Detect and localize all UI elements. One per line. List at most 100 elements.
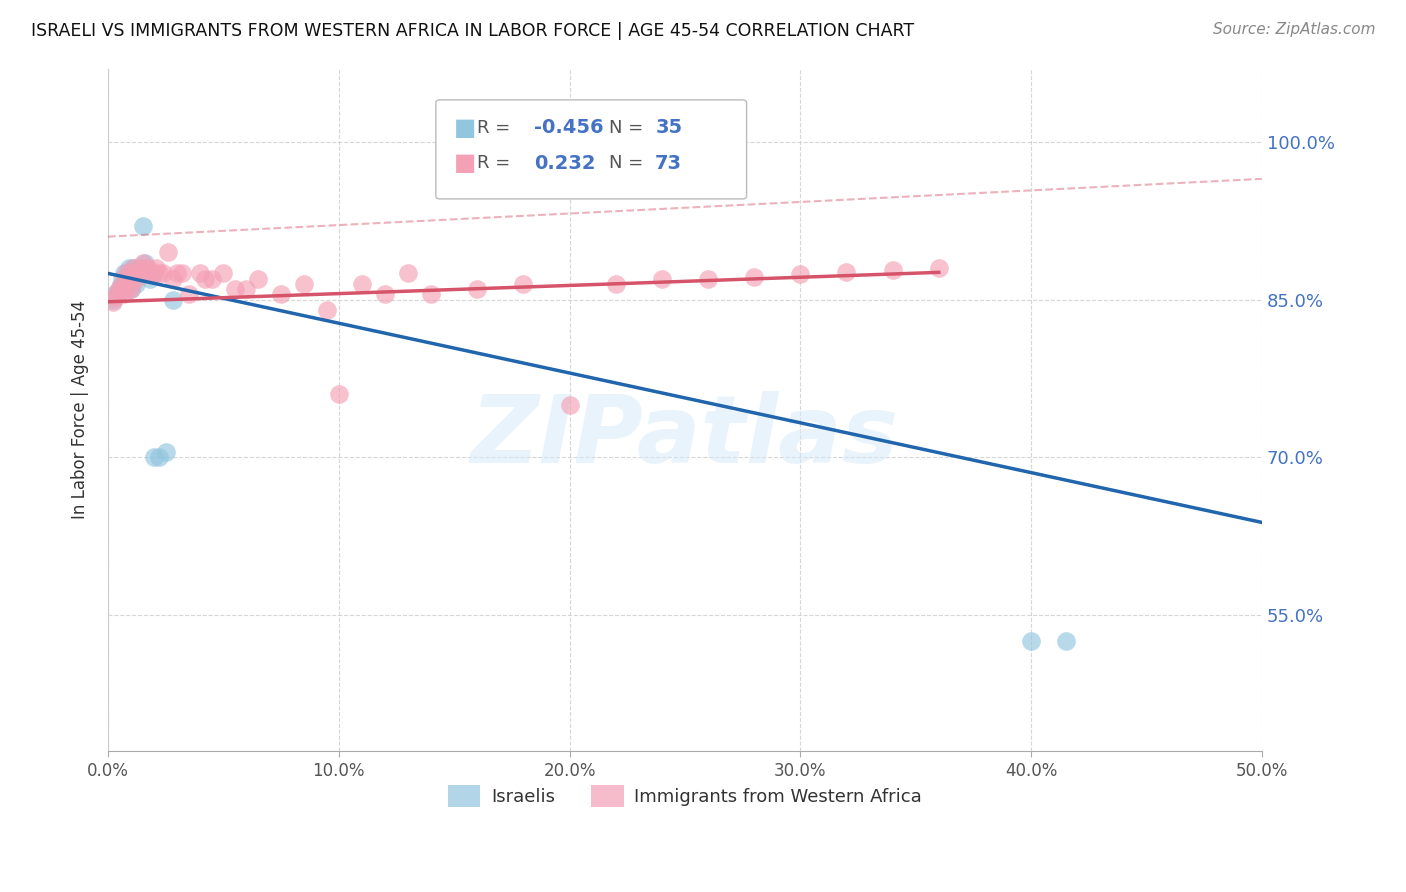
Point (501, 135, 523, 149)
Point (212, 267, 235, 281)
Point (122, 261, 145, 276)
Y-axis label: In Labor Force | Age 45-54: In Labor Force | Age 45-54 (72, 301, 89, 519)
Point (143, 267, 166, 281)
Point (127, 267, 149, 281)
Point (374, 287, 396, 301)
Point (789, 268, 811, 282)
Text: -0.456: -0.456 (534, 118, 605, 137)
Point (188, 267, 211, 281)
Point (134, 267, 156, 281)
Point (120, 267, 142, 281)
Text: 73: 73 (655, 153, 682, 173)
Point (138, 271, 160, 285)
Point (125, 267, 148, 281)
Point (166, 267, 188, 281)
Text: ZIPatlas: ZIPatlas (471, 392, 898, 483)
Text: ISRAELI VS IMMIGRANTS FROM WESTERN AFRICA IN LABOR FORCE | AGE 45-54 CORRELATION: ISRAELI VS IMMIGRANTS FROM WESTERN AFRIC… (31, 22, 914, 40)
Point (882, 263, 904, 277)
Point (148, 267, 170, 281)
Point (138, 263, 160, 277)
Point (148, 450, 170, 465)
Point (246, 271, 269, 285)
Point (115, 267, 138, 281)
Point (651, 271, 673, 285)
Point (120, 282, 142, 296)
Point (512, 277, 534, 291)
Point (162, 293, 184, 307)
Point (108, 280, 131, 294)
Point (136, 267, 159, 281)
Point (270, 287, 292, 301)
Point (162, 271, 184, 285)
Point (125, 271, 148, 285)
Point (170, 267, 193, 281)
Point (155, 445, 177, 459)
Point (742, 269, 765, 284)
Point (118, 280, 141, 294)
Point (131, 256, 153, 270)
Point (112, 287, 135, 301)
Point (145, 261, 167, 276)
Point (105, 285, 128, 300)
Text: N =: N = (609, 119, 648, 136)
Point (112, 267, 135, 281)
Point (201, 271, 224, 285)
Text: ■: ■ (454, 152, 477, 175)
Point (122, 271, 145, 285)
Point (105, 287, 128, 301)
Text: R =: R = (477, 154, 522, 172)
Point (235, 282, 257, 296)
Point (118, 271, 141, 285)
Point (115, 271, 138, 285)
Point (152, 267, 174, 281)
Point (129, 267, 152, 281)
Point (111, 271, 134, 285)
Point (120, 282, 142, 296)
Point (316, 303, 339, 318)
Text: 0.232: 0.232 (534, 153, 596, 173)
Point (104, 289, 127, 303)
Point (605, 277, 627, 291)
Point (122, 261, 145, 276)
Point (125, 277, 148, 291)
Point (104, 287, 127, 301)
Point (101, 294, 124, 309)
Point (131, 219, 153, 234)
Point (134, 256, 156, 270)
Point (292, 277, 315, 291)
Point (127, 261, 149, 276)
Point (835, 265, 858, 279)
Point (108, 285, 131, 299)
Point (111, 282, 134, 296)
Point (136, 261, 159, 276)
Point (118, 267, 141, 281)
Text: N =: N = (609, 154, 648, 172)
Legend: Israelis, Immigrants from Western Africa: Israelis, Immigrants from Western Africa (440, 778, 929, 814)
Point (115, 277, 138, 291)
Point (1054, 634, 1077, 648)
Point (111, 285, 134, 299)
Point (141, 267, 163, 281)
Point (697, 271, 720, 285)
Point (120, 267, 142, 281)
Point (108, 280, 131, 294)
Point (143, 450, 166, 465)
Point (194, 271, 217, 285)
Text: ■: ■ (454, 116, 477, 139)
Point (328, 387, 350, 401)
Point (224, 282, 246, 296)
Point (156, 245, 179, 260)
Point (101, 293, 124, 307)
Point (177, 287, 200, 301)
Point (115, 277, 138, 291)
Point (1019, 634, 1042, 648)
Point (112, 271, 135, 285)
Point (122, 267, 145, 281)
Text: Source: ZipAtlas.com: Source: ZipAtlas.com (1212, 22, 1375, 37)
Point (350, 277, 373, 291)
Point (558, 398, 581, 412)
Point (928, 261, 950, 276)
Point (129, 261, 152, 276)
Text: R =: R = (477, 119, 516, 136)
Point (420, 287, 443, 301)
